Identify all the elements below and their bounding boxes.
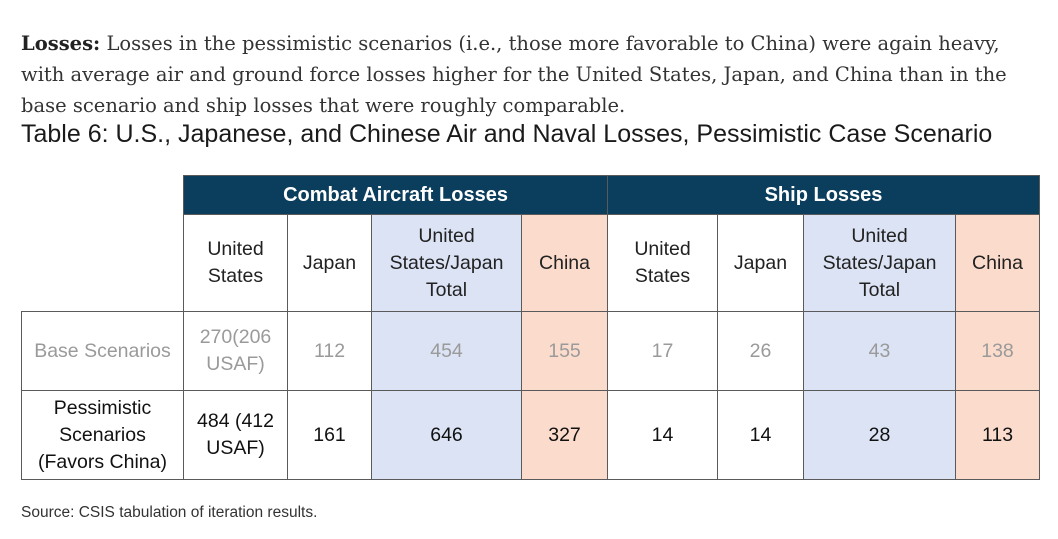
col-aircraft-japan: Japan [287, 214, 372, 312]
cell-pess-aircraft-total: 646 [371, 390, 522, 480]
cell-base-ships-japan: 26 [717, 311, 804, 391]
group-header-row: Combat Aircraft Losses Ship Losses [21, 175, 1040, 215]
col-aircraft-total: United States/Japan Total [371, 214, 522, 312]
cell-pess-ships-us: 14 [607, 390, 718, 480]
losses-table: Combat Aircraft Losses Ship Losses Unite… [21, 175, 1040, 480]
row-label-pessimistic: Pessimistic Scenarios (Favors China) [21, 390, 184, 480]
col-aircraft-china: China [521, 214, 608, 312]
table-title: Table 6: U.S., Japanese, and Chinese Air… [21, 120, 993, 148]
cell-pess-ships-japan: 14 [717, 390, 804, 480]
cell-pess-ships-total: 28 [803, 390, 956, 480]
cell-pess-aircraft-china: 327 [521, 390, 608, 480]
cell-base-ships-total: 43 [803, 311, 956, 391]
table-row-pessimistic: Pessimistic Scenarios (Favors China) 484… [21, 390, 1040, 480]
group-ships-header: Ship Losses [607, 175, 1040, 215]
cell-base-aircraft-total: 454 [371, 311, 522, 391]
cell-pess-aircraft-us: 484 (412 USAF) [183, 390, 288, 480]
col-ships-china: China [955, 214, 1040, 312]
table-row-base: Base Scenarios 270(206 USAF) 112 454 155… [21, 311, 1040, 391]
intro-lead: Losses: [21, 31, 101, 55]
cell-pess-aircraft-japan: 161 [287, 390, 372, 480]
col-ships-us: United States [607, 214, 718, 312]
row-label-base: Base Scenarios [21, 311, 184, 391]
cell-base-ships-us: 17 [607, 311, 718, 391]
cell-base-aircraft-japan: 112 [287, 311, 372, 391]
intro-text: Losses in the pessimistic scenarios (i.e… [21, 31, 1007, 117]
intro-paragraph: Losses: Losses in the pessimistic scenar… [21, 28, 1041, 121]
col-aircraft-us: United States [183, 214, 288, 312]
cell-base-aircraft-china: 155 [521, 311, 608, 391]
column-header-row: United States Japan United States/Japan … [21, 214, 1040, 312]
col-ships-japan: Japan [717, 214, 804, 312]
cell-pess-ships-china: 113 [955, 390, 1040, 480]
group-aircraft-header: Combat Aircraft Losses [183, 175, 608, 215]
source-note: Source: CSIS tabulation of iteration res… [21, 504, 318, 521]
cell-base-ships-china: 138 [955, 311, 1040, 391]
row-label-header [21, 214, 184, 312]
cell-base-aircraft-us: 270(206 USAF) [183, 311, 288, 391]
col-ships-total: United States/Japan Total [803, 214, 956, 312]
corner-cell [21, 175, 184, 215]
